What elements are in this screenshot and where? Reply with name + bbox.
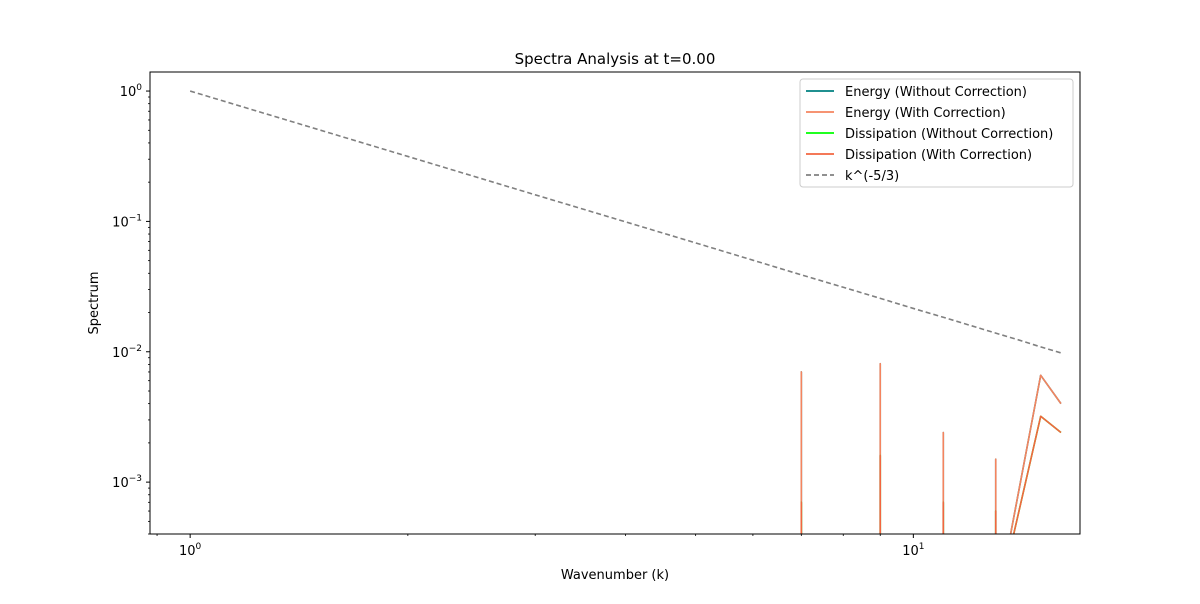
x-tick-label: 100	[179, 542, 202, 559]
x-axis-label: Wavenumber (k)	[561, 568, 669, 583]
legend: Energy (Without Correction) Energy (With …	[799, 78, 1074, 188]
y-tick-label: 10−1	[112, 213, 142, 230]
legend-label-0: Energy (Without Correction)	[845, 85, 1027, 100]
y-tick-label: 10−2	[112, 344, 142, 361]
major-ticks: 100 101 100 10−1 10−2 10−3	[112, 83, 924, 559]
y-tick-label: 100	[120, 83, 143, 100]
legend-label-4: k^(-5/3)	[845, 169, 899, 184]
x-tick-label: 101	[902, 542, 924, 559]
legend-label-2: Dissipation (Without Correction)	[845, 127, 1053, 142]
legend-label-3: Dissipation (With Correction)	[845, 148, 1032, 163]
y-tick-label: 10−3	[112, 474, 142, 491]
series-group	[189, 90, 1062, 534]
legend-frame	[799, 78, 1074, 188]
y-axis-label: Spectrum	[87, 272, 102, 335]
chart-title: Spectra Analysis at t=0.00	[515, 50, 716, 68]
legend-label-1: Energy (With Correction)	[845, 106, 1006, 121]
plot-frame	[149, 71, 1081, 535]
